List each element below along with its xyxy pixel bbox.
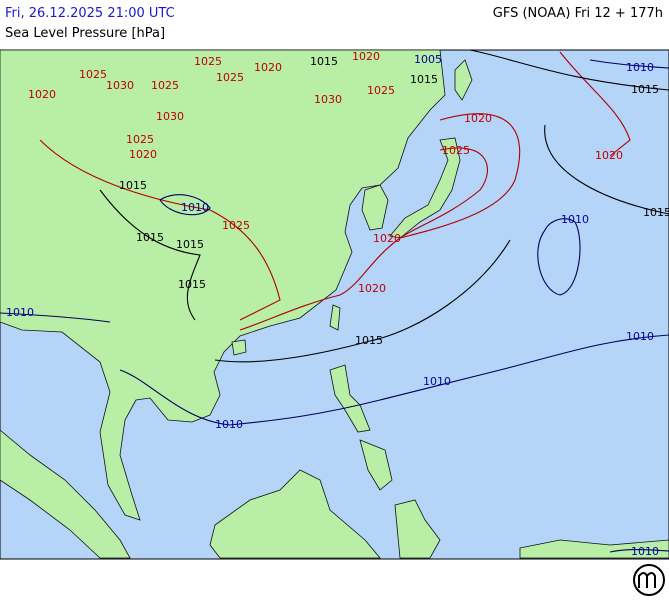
contour-label: 1015 [176, 238, 204, 251]
contour-label: 1025 [126, 133, 154, 146]
contour-label: 1015 [631, 83, 659, 96]
map-parameter: Sea Level Pressure [hPa] [5, 26, 166, 41]
contour-label: 1020 [28, 88, 56, 101]
contour-label: 1025 [442, 144, 470, 157]
contour-label: 1020 [464, 112, 492, 125]
contour-label: 1025 [194, 55, 222, 68]
contour-label: 1010 [626, 61, 654, 74]
contour-label: 1015 [410, 73, 438, 86]
contour-label: 1015 [355, 334, 383, 347]
contour-label: 1010 [631, 545, 659, 558]
contour-label: 1015 [643, 206, 669, 219]
contour-label: 1030 [106, 79, 134, 92]
contour-label: 1010 [215, 418, 243, 431]
contour-label: 1030 [314, 93, 342, 106]
contour-label: 1020 [129, 148, 157, 161]
contour-label: 1020 [254, 61, 282, 74]
contour-labels: 1025 1020 1015 1020 100510151010101510251030… [6, 50, 669, 558]
contour-label: 1010 [6, 306, 34, 319]
contour-label: 1010 [626, 330, 654, 343]
contour-label: 1015 [178, 278, 206, 291]
contour-label: 1010 [423, 375, 451, 388]
contour-label: 1020 [358, 282, 386, 295]
contour-label: 1020 [352, 50, 380, 63]
contour-label: 1025 [222, 219, 250, 232]
contour-label: 1005 [414, 53, 442, 66]
isobars [0, 49, 669, 553]
contour-label: 1010 [561, 213, 589, 226]
contour-label: 1020 [595, 149, 623, 162]
contour-label: 1030 [156, 110, 184, 123]
contour-label: 1015 [310, 55, 338, 68]
map-model: GFS (NOAA) Fri 12 + 177h [492, 6, 663, 21]
meteoblue-logo [633, 564, 665, 596]
contour-label: 1015 [136, 231, 164, 244]
land [0, 49, 669, 559]
contour-label: 1010 [181, 201, 209, 214]
map-datetime: Fri, 26.12.2025 21:00 UTC [5, 6, 175, 21]
contour-label: 1020 [373, 232, 401, 245]
contour-label: 1025 [79, 68, 107, 81]
contour-label: 1025 [367, 84, 395, 97]
contour-label: 1015 [119, 179, 147, 192]
contour-label: 1025 [216, 71, 244, 84]
contour-label: 1025 [151, 79, 179, 92]
